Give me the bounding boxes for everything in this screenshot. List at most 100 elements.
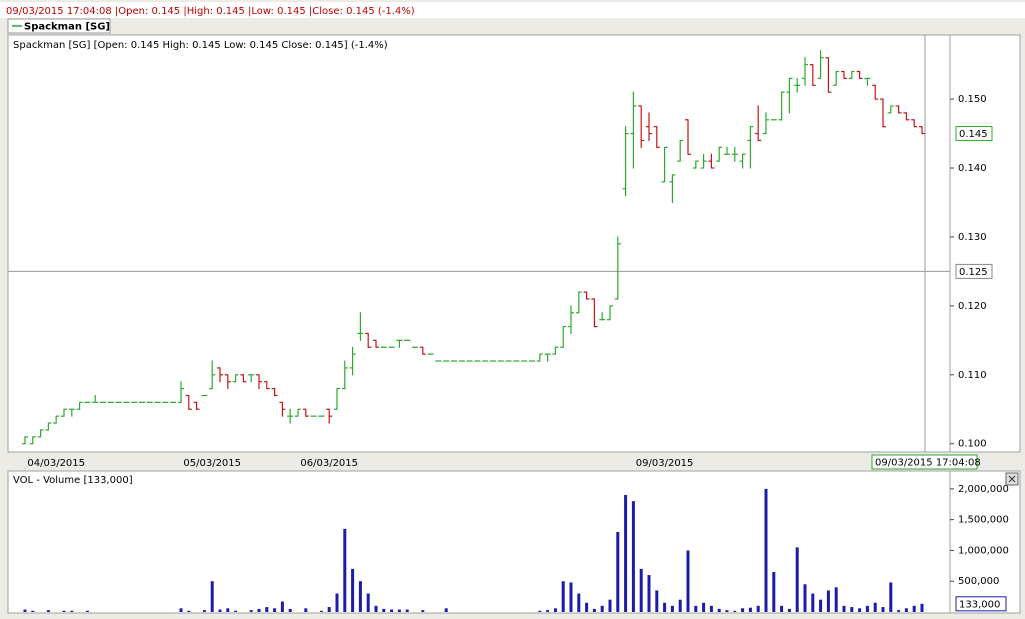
volume-bar — [327, 607, 331, 612]
volume-bar — [335, 593, 339, 612]
volume-bar — [553, 608, 557, 612]
volume-bar — [780, 605, 784, 612]
volume-bar — [616, 531, 620, 612]
volume-bar — [741, 608, 745, 612]
volume-bar — [889, 582, 893, 612]
status-bar — [0, 2, 1025, 18]
volume-bar — [663, 602, 667, 612]
y-tick-label: 0.150 — [958, 94, 987, 105]
y-tick-label: 0.120 — [958, 301, 987, 312]
time-tag — [871, 454, 978, 470]
y-tick-label: 1,000,000 — [958, 545, 1009, 556]
price-axis — [949, 34, 1021, 453]
y-tick-label: 500,000 — [958, 576, 999, 587]
volume-bar — [702, 602, 706, 612]
volume-bar — [85, 610, 89, 612]
volume-bar — [717, 608, 721, 612]
volume-bar — [803, 584, 807, 612]
volume-bar — [382, 608, 386, 612]
volume-bar — [257, 608, 261, 612]
volume-bar — [834, 587, 838, 612]
value-tag-label: 0.145 — [959, 129, 988, 140]
volume-title: VOL - Volume [133,000] — [13, 475, 133, 486]
volume-bar — [709, 605, 713, 612]
volume-bar — [873, 602, 877, 612]
volume-bar — [218, 609, 222, 612]
volume-bar — [608, 599, 612, 612]
volume-bar — [405, 609, 409, 612]
x-tick-label: 06/03/2015 — [300, 458, 358, 469]
volume-bar — [561, 581, 565, 612]
y-tick-label: 1,500,000 — [958, 515, 1009, 526]
volume-bar — [748, 607, 752, 612]
volume-bar — [249, 610, 253, 612]
volume-bar — [819, 599, 823, 612]
volume-bar — [374, 605, 378, 612]
volume-bar — [881, 607, 885, 612]
volume-bar — [31, 610, 35, 612]
volume-bar — [686, 550, 690, 612]
volume-bar — [319, 610, 323, 612]
volume-bar — [304, 608, 308, 612]
volume-bar — [858, 608, 862, 612]
volume-bar — [343, 528, 347, 612]
volume-bar — [811, 593, 815, 612]
volume-bar — [842, 605, 846, 612]
volume-bar — [46, 610, 50, 612]
volume-bar — [865, 605, 869, 612]
price-title: Spackman [SG] [Open: 0.145 High: 0.145 L… — [13, 40, 388, 51]
volume-bar — [639, 568, 643, 612]
volume-bar — [725, 610, 729, 612]
volume-bar — [358, 581, 362, 612]
volume-bar — [764, 488, 768, 612]
volume-bar — [826, 590, 830, 612]
volume-bar — [772, 571, 776, 612]
volume-bar — [187, 610, 191, 612]
close-button[interactable] — [1005, 472, 1019, 486]
volume-bar — [390, 609, 394, 612]
value-tag — [955, 596, 1007, 612]
volume-bar — [546, 610, 550, 612]
y-tick-label: 0.100 — [958, 439, 987, 450]
y-tick-label: 0.130 — [958, 232, 987, 243]
x-tick-label: 09/03/2015 — [636, 458, 694, 469]
volume-bar — [647, 575, 651, 612]
value-tag-label: 0.125 — [959, 267, 988, 278]
volume-bar — [70, 610, 74, 612]
volume-bar — [577, 593, 581, 612]
x-tick-label: 05/03/2015 — [183, 458, 241, 469]
volume-bar — [624, 495, 628, 612]
volume-bar — [366, 593, 370, 612]
volume-bar — [226, 608, 230, 612]
volume-bar — [280, 601, 284, 612]
volume-bar — [179, 608, 183, 612]
value-tag — [955, 263, 993, 279]
volume-bar — [733, 610, 737, 612]
legend-box — [7, 18, 111, 34]
price-panel — [7, 34, 951, 453]
volume-bar — [265, 607, 269, 612]
volume-bar — [444, 608, 448, 612]
value-tag — [955, 126, 993, 142]
volume-bar — [234, 610, 238, 612]
volume-bar — [600, 605, 604, 612]
volume-bar — [756, 605, 760, 612]
volume-bar — [421, 610, 425, 612]
status-text: 09/03/2015 17:04:08 |Open: 0.145 |High: … — [6, 6, 415, 17]
volume-axis — [949, 470, 1021, 614]
volume-bar — [670, 605, 674, 612]
legend-label: Spackman [SG] — [24, 22, 110, 33]
volume-bar — [351, 568, 355, 612]
volume-bar — [655, 590, 659, 612]
volume-bar — [795, 547, 799, 612]
volume-bar — [273, 608, 277, 612]
volume-bar — [920, 603, 924, 612]
volume-bar — [538, 610, 542, 612]
volume-bar — [569, 582, 573, 612]
time-tag-label: 09/03/2015 17:04:08 — [875, 458, 981, 469]
volume-bar — [585, 602, 589, 612]
volume-panel — [7, 470, 951, 614]
y-tick-label: 0.110 — [958, 370, 987, 381]
volume-bar — [23, 609, 27, 612]
